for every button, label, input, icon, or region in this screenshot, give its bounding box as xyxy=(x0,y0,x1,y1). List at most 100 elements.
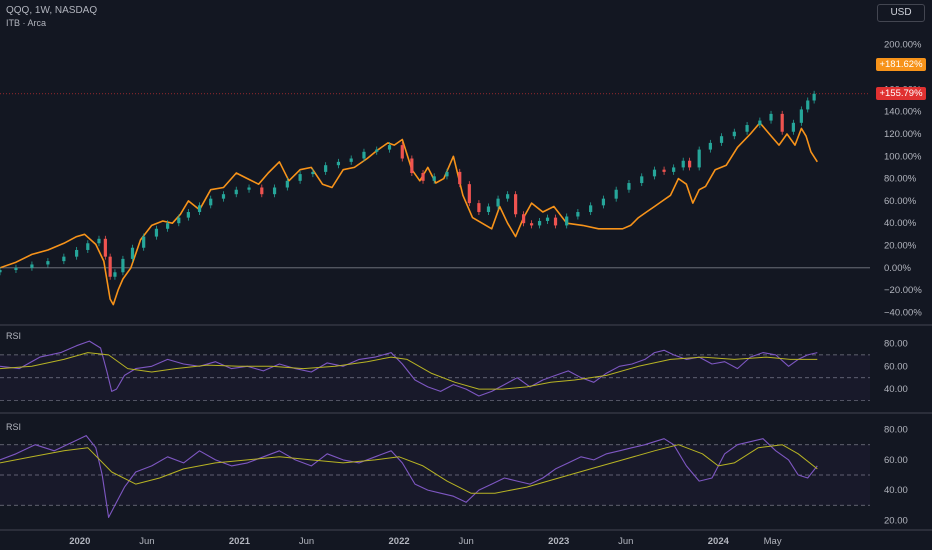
qqq-candle[interactable] xyxy=(410,155,414,177)
qqq-candle[interactable] xyxy=(108,253,112,280)
qqq-candle[interactable] xyxy=(86,240,90,253)
qqq-candle[interactable] xyxy=(221,191,226,202)
qqq-candle[interactable] xyxy=(130,244,135,262)
qqq-candle[interactable] xyxy=(298,171,302,184)
candle-body xyxy=(0,270,2,273)
qqq-candle[interactable] xyxy=(421,170,425,184)
qqq-candle[interactable] xyxy=(458,168,462,188)
qqq-candle[interactable] xyxy=(260,184,264,198)
qqq-candle[interactable] xyxy=(486,203,491,216)
currency-button[interactable]: USD xyxy=(877,4,925,22)
rsi-ma-line[interactable] xyxy=(0,444,818,494)
symbol-title[interactable]: QQQ, 1W, NASDAQ xyxy=(6,5,98,16)
qqq-candle[interactable] xyxy=(769,110,773,124)
rsi-pane-2-label[interactable]: RSI xyxy=(6,422,22,432)
qqq-candle[interactable] xyxy=(477,200,481,216)
qqq-candle[interactable] xyxy=(780,110,784,135)
qqq-candle[interactable] xyxy=(14,264,18,274)
y-tick-label: 40.00% xyxy=(884,218,917,229)
qqq-candle[interactable] xyxy=(529,220,534,229)
qqq-candle[interactable] xyxy=(177,214,181,227)
qqq-candle[interactable] xyxy=(732,128,736,140)
qqq-candle[interactable] xyxy=(234,186,238,198)
x-tick-label: May xyxy=(764,536,782,547)
qqq-candle[interactable] xyxy=(553,214,558,229)
qqq-candle[interactable] xyxy=(311,168,315,178)
compare-symbol-title[interactable]: ITB · Arca xyxy=(6,18,47,28)
y-tick-label: 140.00% xyxy=(884,107,922,118)
qqq-candle[interactable] xyxy=(186,209,190,221)
qqq-candle[interactable] xyxy=(601,195,606,209)
qqq-candle[interactable] xyxy=(545,214,550,224)
qqq-candle[interactable] xyxy=(349,155,353,165)
qqq-candle[interactable] xyxy=(154,225,159,240)
qqq-candle[interactable] xyxy=(506,191,510,202)
qqq-candle[interactable] xyxy=(672,164,676,175)
qqq-candle[interactable] xyxy=(708,139,712,153)
candle-body xyxy=(154,228,159,237)
qqq-candle[interactable] xyxy=(197,202,202,216)
qqq-candle[interactable] xyxy=(627,180,631,193)
candle-body xyxy=(627,183,631,190)
qqq-candle[interactable] xyxy=(62,253,66,265)
qqq-candle[interactable] xyxy=(812,90,816,104)
qqq-candle[interactable] xyxy=(576,209,580,220)
qqq-candle[interactable] xyxy=(806,97,810,113)
qqq-candle[interactable] xyxy=(719,133,724,146)
qqq-candle[interactable] xyxy=(565,213,569,229)
qqq-candle[interactable] xyxy=(537,217,542,229)
qqq-candle[interactable] xyxy=(652,166,657,180)
qqq-candle[interactable] xyxy=(97,235,101,247)
qqq-candle[interactable] xyxy=(432,173,436,184)
qqq-candle[interactable] xyxy=(209,195,213,209)
qqq-candle[interactable] xyxy=(758,117,762,129)
qqq-candle[interactable] xyxy=(521,211,526,227)
qqq-candle[interactable] xyxy=(514,191,518,218)
qqq-candle[interactable] xyxy=(75,246,79,260)
qqq-candle[interactable] xyxy=(640,173,644,187)
qqq-candle[interactable] xyxy=(46,258,50,268)
qqq-candle[interactable] xyxy=(166,220,170,232)
qqq-candle[interactable] xyxy=(791,119,795,135)
candle-body xyxy=(130,247,135,259)
qqq-candle[interactable] xyxy=(121,255,125,276)
qqq-candle[interactable] xyxy=(387,142,392,153)
qqq-candle[interactable] xyxy=(662,166,666,175)
candle-body xyxy=(545,217,550,221)
qqq-candle[interactable] xyxy=(272,184,277,198)
candle-body xyxy=(166,223,170,229)
qqq-candle[interactable] xyxy=(589,202,593,216)
candle-body xyxy=(719,136,724,143)
qqq-candle[interactable] xyxy=(688,157,692,171)
itb-price-line[interactable] xyxy=(0,122,818,306)
qqq-candle[interactable] xyxy=(362,148,366,162)
qqq-candle[interactable] xyxy=(467,181,471,207)
rsi-pane-1-label[interactable]: RSI xyxy=(6,331,22,341)
qqq-candle[interactable] xyxy=(324,162,328,175)
qqq-candle[interactable] xyxy=(799,106,803,126)
qqq-candle[interactable] xyxy=(142,233,146,251)
qqq-candle[interactable] xyxy=(113,269,117,280)
y-tick-label: 80.00 xyxy=(884,338,908,349)
rsi-line[interactable] xyxy=(0,435,818,518)
qqq-candle[interactable] xyxy=(614,186,618,202)
qqq-candle[interactable] xyxy=(336,158,341,169)
qqq-candle[interactable] xyxy=(681,157,685,171)
qqq-candle[interactable] xyxy=(103,235,107,260)
qqq-candle[interactable] xyxy=(496,195,500,210)
qqq-candle[interactable] xyxy=(30,261,34,271)
qqq-candle[interactable] xyxy=(445,168,449,180)
candle-body xyxy=(324,165,328,172)
y-tick-label: 200.00% xyxy=(884,40,922,51)
qqq-candle[interactable] xyxy=(0,267,2,276)
qqq-candle[interactable] xyxy=(745,122,749,135)
qqq-candle[interactable] xyxy=(697,146,701,171)
candle-body xyxy=(640,176,644,184)
qqq-candle[interactable] xyxy=(285,177,289,191)
candle-body xyxy=(362,151,366,159)
qqq-candle[interactable] xyxy=(247,184,251,193)
rsi-ma-line[interactable] xyxy=(0,352,818,390)
qqq-candle[interactable] xyxy=(400,142,404,162)
qqq-candle[interactable] xyxy=(375,146,379,155)
